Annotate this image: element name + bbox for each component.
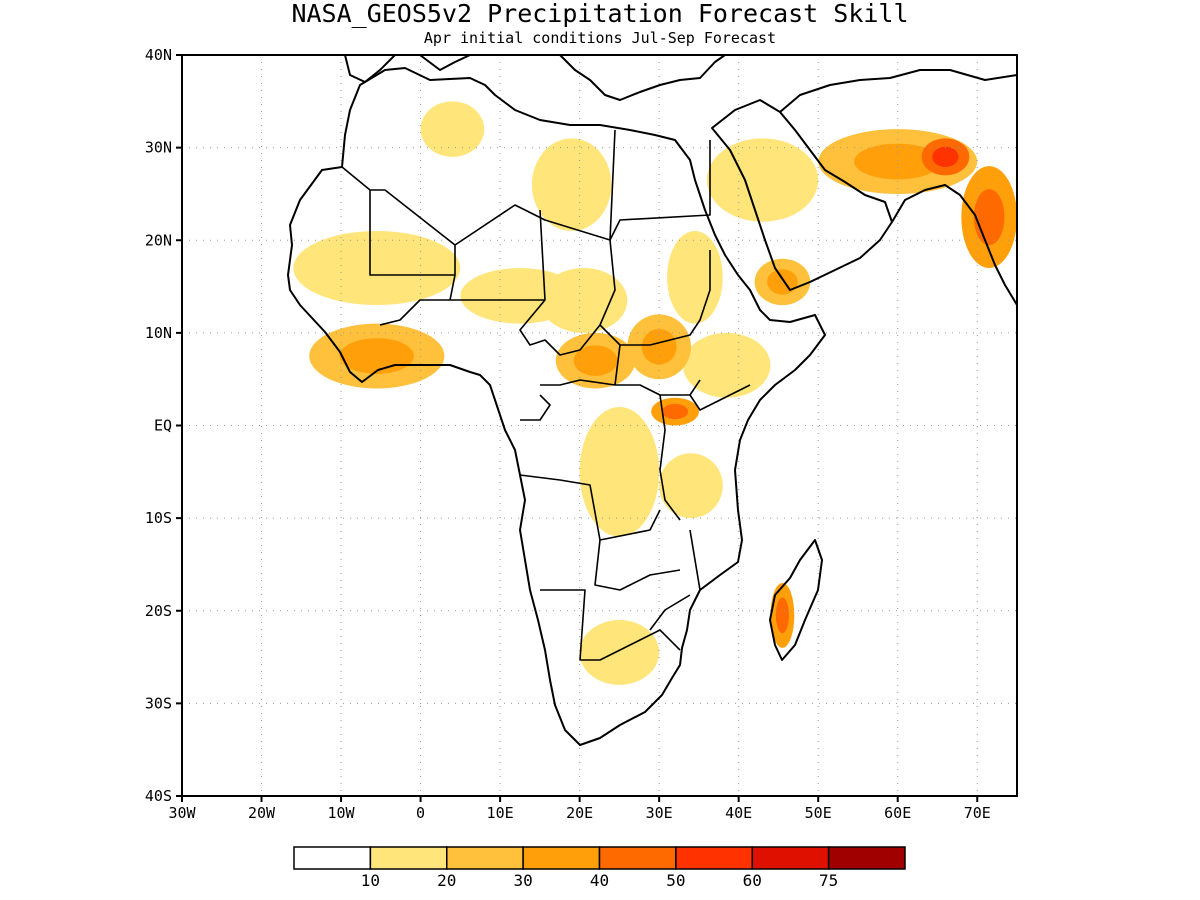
x-tick-label: 30W — [168, 804, 196, 822]
skill-core-uganda-lake — [661, 403, 689, 420]
y-axis-ticks: 40N 30N 20N 10N EQ 10S 20S 30S 40S — [145, 46, 182, 805]
skill-region-sudan-central — [539, 268, 628, 333]
colorbar-label: 40 — [590, 871, 609, 890]
skill-region-southern-africa — [579, 620, 660, 685]
y-tick-label: 10S — [145, 509, 172, 527]
x-tick-label: 40E — [725, 804, 752, 822]
skill-core-india-west — [973, 189, 1005, 246]
y-tick-label: 30N — [145, 139, 172, 157]
plot-area — [181, 54, 1018, 797]
colorbar-swatch — [522, 846, 601, 870]
colorbar-swatch — [446, 846, 524, 870]
skill-shading-layer — [293, 101, 1018, 685]
skill-core-car-south-sudan — [573, 345, 618, 376]
skill-region-sahel-west — [293, 230, 461, 306]
country-borders — [341, 129, 751, 661]
skill-region-arabia-north — [706, 138, 819, 222]
colorbar-swatch — [598, 846, 677, 870]
y-tick-label: 10N — [145, 324, 172, 342]
y-tick-label: 40N — [145, 46, 172, 64]
colorbar-swatch — [675, 846, 753, 870]
skill-core-iran-pakistan — [853, 143, 942, 180]
x-tick-label: 60E — [884, 804, 911, 822]
y-tick-label: EQ — [154, 417, 172, 435]
x-tick-label: 70E — [964, 804, 991, 822]
skill-region-tanzania — [659, 453, 723, 519]
map-subtitle: Apr initial conditions Jul-Sep Forecast — [424, 29, 776, 47]
arabia-coastline — [711, 99, 893, 291]
x-tick-label: 20E — [566, 804, 593, 822]
colorbar-label: 20 — [437, 871, 456, 890]
map-title: NASA_GEOS5v2 Precipitation Forecast Skil… — [291, 0, 908, 28]
y-tick-label: 20N — [145, 231, 172, 249]
skill-region-congo-east — [579, 406, 660, 537]
x-tick-label: 0 — [416, 804, 425, 822]
colorbar: 10 20 30 40 50 60 75 — [293, 846, 906, 890]
x-tick-label: 50E — [805, 804, 832, 822]
x-tick-label: 20W — [248, 804, 276, 822]
skill-region-libya-nw — [420, 101, 485, 157]
x-tick-label: 10W — [328, 804, 356, 822]
skill-core-afghanistan — [932, 146, 959, 168]
skill-core-south-sudan — [641, 328, 677, 365]
colorbar-label: 60 — [743, 871, 762, 890]
x-tick-label: 10E — [487, 804, 514, 822]
africa-coastline — [287, 67, 826, 746]
y-tick-label: 20S — [145, 602, 172, 620]
colorbar-swatch — [751, 846, 830, 870]
skill-core-madagascar — [775, 597, 789, 634]
y-tick-label: 30S — [145, 694, 172, 712]
skill-region-ethiopia-sudan — [667, 230, 723, 324]
europe-coastline — [344, 54, 726, 101]
skill-core-yemen — [767, 269, 798, 295]
colorbar-swatch — [293, 846, 372, 870]
madagascar-coastline — [769, 539, 823, 661]
x-axis-ticks: 30W 20W 10W 0 10E 20E 30E 40E 50E 60E 70E — [168, 796, 991, 822]
skill-region-ethiopia-south — [683, 332, 771, 398]
colorbar-label: 75 — [819, 871, 838, 890]
colorbar-label: 30 — [513, 871, 532, 890]
asia-coastline — [779, 69, 1018, 306]
x-tick-label: 30E — [646, 804, 673, 822]
colorbar-label: 50 — [666, 871, 685, 890]
colorbar-swatch — [827, 846, 906, 870]
skill-region-sahara-central — [531, 138, 612, 231]
y-tick-label: 40S — [145, 787, 172, 805]
colorbar-label: 10 — [361, 871, 380, 890]
skill-core-guinea-coast — [339, 338, 415, 374]
colorbar-swatch — [369, 846, 448, 870]
